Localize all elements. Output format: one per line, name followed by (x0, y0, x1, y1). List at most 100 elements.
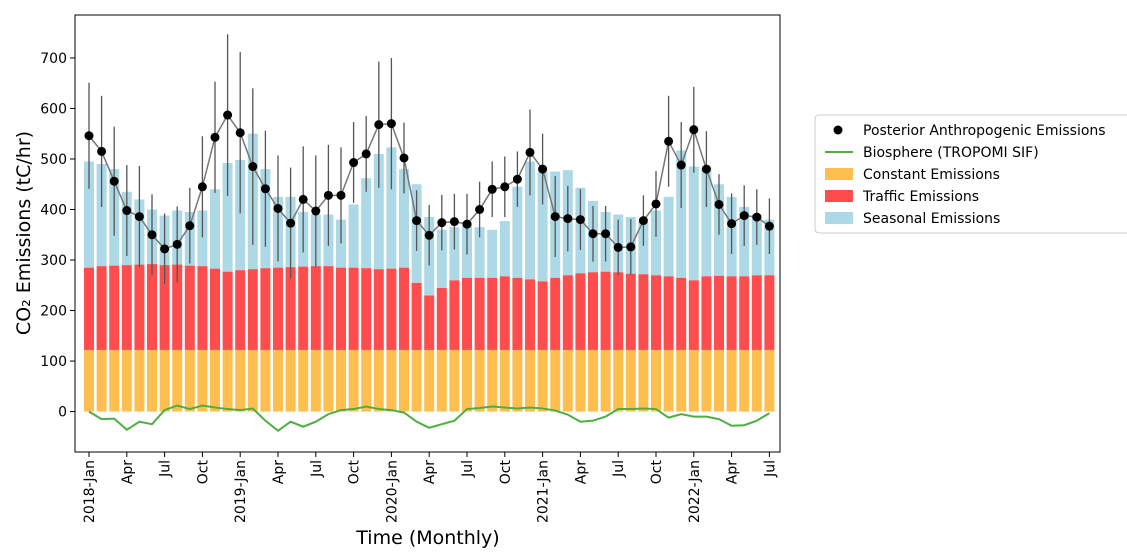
point (601, 229, 611, 239)
bar (121, 349, 132, 412)
bar (550, 349, 561, 412)
point (386, 119, 396, 129)
point (84, 131, 94, 141)
bar (273, 349, 283, 412)
bar (84, 161, 94, 268)
y-tick-label: 500 (40, 152, 67, 168)
bar (600, 271, 611, 350)
bar (436, 349, 447, 412)
bar (121, 265, 132, 350)
bar (386, 268, 397, 350)
point (311, 206, 321, 216)
y-tick-label: 400 (40, 203, 67, 219)
point (437, 218, 447, 228)
bar (323, 349, 334, 412)
bar (600, 349, 611, 412)
legend-marker (825, 212, 853, 224)
bar (613, 349, 624, 412)
bar (487, 277, 498, 350)
legend-marker (825, 168, 853, 180)
bar (285, 267, 296, 350)
bar (512, 186, 523, 278)
bar (285, 349, 296, 412)
x-tick-label: Oct (649, 460, 665, 485)
bar (222, 163, 233, 272)
bar (399, 349, 409, 412)
bar (298, 266, 309, 350)
point (475, 205, 485, 215)
y-tick-label: 600 (40, 101, 67, 117)
point (638, 216, 648, 226)
bar (474, 277, 485, 350)
bar (348, 349, 359, 412)
point (764, 221, 774, 231)
bar (651, 275, 661, 350)
bar (235, 159, 246, 271)
point (626, 242, 636, 252)
y-tick-label: 0 (58, 405, 67, 421)
bar (688, 349, 699, 412)
bar (260, 268, 271, 350)
y-tick-label: 100 (40, 354, 67, 370)
bar (247, 349, 258, 412)
bar (310, 266, 321, 350)
bar (235, 270, 246, 350)
bar (172, 349, 183, 412)
bar (184, 265, 195, 350)
bar (197, 266, 208, 350)
bar (386, 349, 397, 412)
bar (399, 267, 409, 350)
bar (109, 265, 120, 350)
bar (588, 349, 598, 412)
x-tick-label: 2021-Jan (536, 460, 552, 523)
legend-label: Constant Emissions (863, 167, 1000, 183)
bar (550, 277, 561, 350)
bar (96, 164, 107, 267)
point (462, 219, 472, 229)
legend-label: Posterior Anthropogenic Emissions (863, 123, 1106, 139)
bar (499, 349, 510, 412)
bar (701, 168, 712, 277)
bar (638, 274, 649, 350)
bar (588, 272, 598, 350)
bar (562, 349, 573, 412)
bar (96, 349, 107, 412)
bar (222, 349, 233, 412)
x-tick-label: Oct (347, 460, 363, 485)
point (223, 110, 233, 120)
point (752, 212, 762, 222)
bar (361, 349, 372, 412)
bar (84, 267, 94, 350)
x-tick-label: Oct (498, 460, 514, 485)
x-tick-label: Apr (120, 460, 136, 484)
x-tick-label: 2019-Jan (233, 460, 249, 523)
bar (373, 269, 384, 350)
bar (701, 349, 712, 412)
bar (525, 349, 535, 412)
x-tick-label: Jul (762, 460, 778, 478)
legend-box (814, 114, 1127, 234)
point (235, 128, 245, 138)
point (147, 230, 157, 240)
bar (499, 221, 510, 277)
y-tick-label: 200 (40, 304, 67, 320)
legend-label: Biosphere (TROPOMI SIF) (863, 145, 1039, 161)
x-tick-label: Apr (725, 460, 741, 484)
bar (663, 196, 674, 277)
bar (726, 349, 737, 412)
bar (525, 161, 535, 280)
bar (625, 349, 636, 412)
bar (260, 349, 271, 412)
bar (764, 349, 775, 412)
bar (525, 279, 535, 350)
x-tick-label: Jul (460, 460, 476, 478)
bar (676, 277, 687, 350)
bar (273, 267, 283, 350)
bar (386, 147, 397, 269)
point (323, 190, 333, 200)
x-tick-label: Jul (309, 460, 325, 478)
point (248, 162, 258, 172)
bar (688, 166, 699, 281)
bar (575, 349, 586, 412)
